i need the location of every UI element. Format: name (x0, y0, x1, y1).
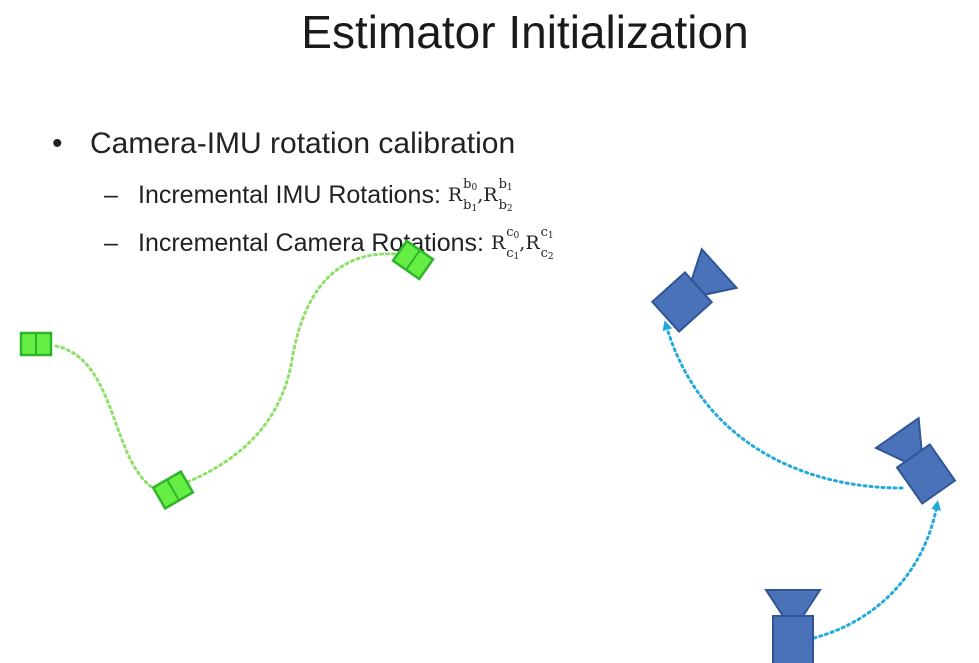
imu-box-2 (151, 469, 195, 511)
superscript-frame: c (506, 225, 514, 240)
sub-item-text: Incremental Camera Rotations: (138, 229, 484, 257)
camera-trajectory-path (812, 500, 942, 640)
math-separator: , (519, 232, 526, 254)
imu-trajectory-path (54, 252, 398, 494)
superscript-index: 0 (513, 231, 520, 241)
rotation-symbol: R (490, 232, 506, 254)
dash-marker: – (104, 229, 118, 257)
subscript-frame: c (506, 246, 514, 261)
subscript-index: 2 (506, 204, 513, 214)
subscript-frame: c (540, 246, 548, 261)
bullet-marker: • (52, 127, 63, 160)
superscript-index: 1 (547, 231, 554, 241)
superscript-index: 0 (471, 183, 478, 193)
rotation-symbol: R (447, 184, 463, 206)
imu-box-1 (19, 331, 53, 357)
subscript-index: 2 (547, 252, 554, 262)
dash-marker: – (104, 181, 118, 209)
subscript-frame: b (463, 198, 472, 213)
superscript-index: 1 (506, 183, 513, 193)
superscript-frame: b (498, 177, 507, 192)
bullet-text: Camera-IMU rotation calibration (90, 127, 516, 160)
imu-box-3 (391, 239, 435, 281)
camera-2 (874, 416, 957, 505)
superscript-frame: c (540, 225, 548, 240)
rotation-symbol: R (525, 232, 540, 254)
slide-title: Estimator Initialization (301, 6, 749, 58)
bullet-camera-imu-calibration: • Camera-IMU rotation calibration (52, 126, 515, 162)
camera-3 (650, 247, 739, 333)
math-separator: , (477, 184, 484, 206)
superscript-frame: b (463, 177, 472, 192)
subscript-index: 1 (471, 204, 478, 214)
sub-item-text: Incremental IMU Rotations: (138, 181, 441, 209)
camera-trajectory-path (662, 320, 904, 490)
camera-1 (764, 589, 822, 663)
subscript-index: 1 (513, 252, 520, 262)
rotation-symbol: R (483, 184, 498, 206)
subscript-frame: b (498, 198, 507, 213)
